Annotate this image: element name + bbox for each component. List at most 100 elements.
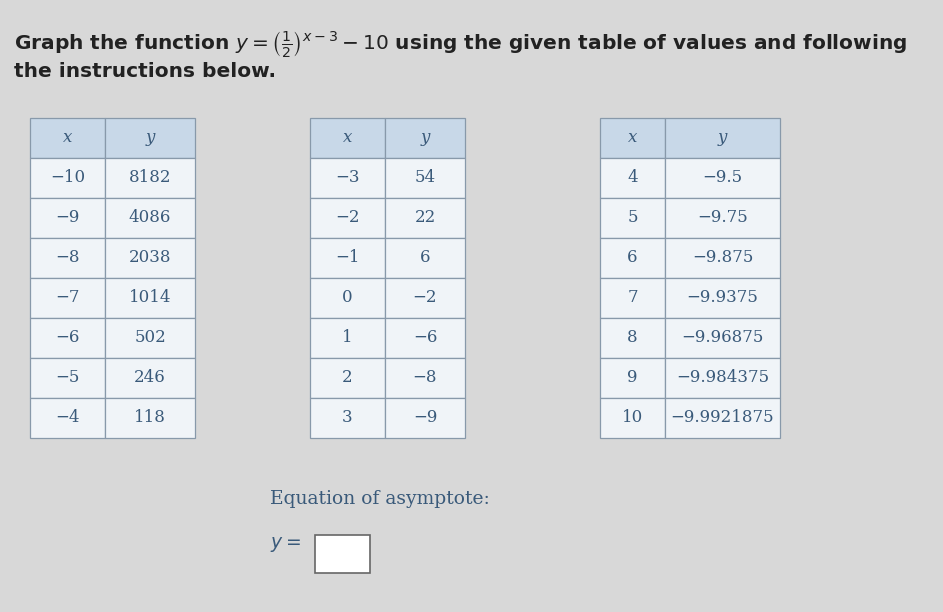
Text: 2: 2 [342, 370, 353, 387]
Text: 9: 9 [627, 370, 637, 387]
Bar [310, 398, 385, 438]
Bar [665, 198, 780, 238]
Text: −9.9375: −9.9375 [687, 289, 758, 307]
Text: 4086: 4086 [129, 209, 172, 226]
Bar [600, 118, 665, 158]
Bar [310, 318, 385, 358]
Bar [385, 118, 465, 158]
Bar [310, 358, 385, 398]
Text: −9.5: −9.5 [703, 170, 742, 187]
Text: −9.9921875: −9.9921875 [670, 409, 774, 427]
Bar [105, 118, 195, 158]
Text: 6: 6 [627, 250, 637, 266]
Bar [665, 318, 780, 358]
Bar [30, 318, 105, 358]
Bar [105, 238, 195, 278]
Text: −9.75: −9.75 [697, 209, 748, 226]
Bar [600, 198, 665, 238]
Bar [385, 158, 465, 198]
Bar [600, 358, 665, 398]
Text: −2: −2 [336, 209, 359, 226]
Bar [600, 398, 665, 438]
Text: 2038: 2038 [129, 250, 172, 266]
Bar [385, 238, 465, 278]
Bar [105, 198, 195, 238]
Text: Equation of asymptote:: Equation of asymptote: [270, 490, 489, 508]
Text: −1: −1 [336, 250, 359, 266]
Bar [385, 358, 465, 398]
Text: 6: 6 [420, 250, 430, 266]
Text: 8182: 8182 [129, 170, 172, 187]
Text: 0: 0 [342, 289, 353, 307]
Text: 4: 4 [627, 170, 637, 187]
Text: x: x [628, 130, 637, 146]
Bar [600, 158, 665, 198]
Text: x: x [63, 130, 73, 146]
Bar [30, 198, 105, 238]
Bar [310, 198, 385, 238]
Text: −10: −10 [50, 170, 85, 187]
Text: 54: 54 [414, 170, 436, 187]
Bar [600, 318, 665, 358]
Text: −9: −9 [56, 209, 80, 226]
Bar [30, 238, 105, 278]
Bar [310, 118, 385, 158]
Text: x: x [343, 130, 352, 146]
Bar [105, 358, 195, 398]
Bar [30, 118, 105, 158]
Bar [105, 318, 195, 358]
Bar [30, 278, 105, 318]
Bar [665, 118, 780, 158]
Bar [385, 318, 465, 358]
Bar [105, 158, 195, 198]
Bar [600, 278, 665, 318]
Text: −9.875: −9.875 [692, 250, 753, 266]
Text: 10: 10 [621, 409, 643, 427]
Bar [385, 198, 465, 238]
Bar [105, 398, 195, 438]
Text: −2: −2 [413, 289, 438, 307]
Text: −5: −5 [56, 370, 80, 387]
Text: y: y [718, 130, 727, 146]
Text: −8: −8 [56, 250, 80, 266]
Text: −9: −9 [413, 409, 438, 427]
Bar [385, 278, 465, 318]
Bar [310, 238, 385, 278]
Text: −9.984375: −9.984375 [676, 370, 769, 387]
Bar [105, 278, 195, 318]
Text: −3: −3 [336, 170, 359, 187]
Text: −6: −6 [56, 329, 80, 346]
Text: −4: −4 [56, 409, 80, 427]
Text: −6: −6 [413, 329, 438, 346]
Text: $y =$: $y =$ [270, 535, 301, 554]
Text: y: y [421, 130, 430, 146]
Bar [385, 398, 465, 438]
Bar [665, 358, 780, 398]
Bar [600, 238, 665, 278]
Text: 246: 246 [134, 370, 166, 387]
Text: Graph the function $y = \left(\frac{1}{2}\right)^{x-3} - 10$ using the given tab: Graph the function $y = \left(\frac{1}{2… [14, 30, 907, 60]
Text: 5: 5 [627, 209, 637, 226]
Bar [310, 278, 385, 318]
Bar [315, 535, 370, 573]
Bar [30, 358, 105, 398]
Text: 22: 22 [414, 209, 436, 226]
Text: 118: 118 [134, 409, 166, 427]
Text: 1014: 1014 [129, 289, 172, 307]
Text: 502: 502 [134, 329, 166, 346]
Bar [665, 158, 780, 198]
Text: 7: 7 [627, 289, 637, 307]
Bar [665, 278, 780, 318]
Text: −9.96875: −9.96875 [681, 329, 764, 346]
Text: y: y [145, 130, 155, 146]
Text: 3: 3 [342, 409, 353, 427]
Bar [665, 238, 780, 278]
Text: 8: 8 [627, 329, 637, 346]
Text: the instructions below.: the instructions below. [14, 62, 276, 81]
Text: 1: 1 [342, 329, 353, 346]
Text: −7: −7 [56, 289, 80, 307]
Text: −8: −8 [413, 370, 438, 387]
Bar [30, 158, 105, 198]
Bar [30, 398, 105, 438]
Bar [665, 398, 780, 438]
